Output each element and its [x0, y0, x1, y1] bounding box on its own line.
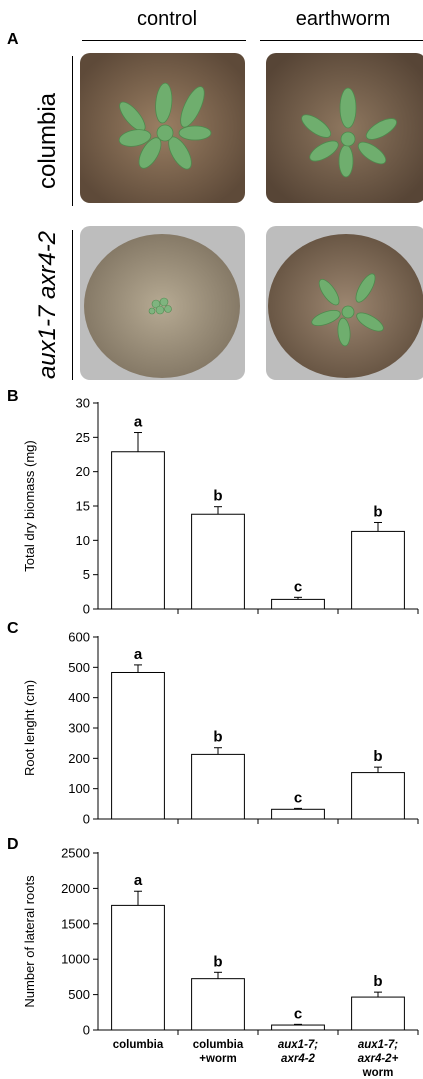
- photo-columbia-control: [80, 53, 245, 203]
- y-tick-label: 500: [68, 987, 90, 1002]
- y-tick-label: 20: [76, 464, 90, 479]
- y-tick-label: 300: [68, 721, 90, 736]
- category-label: aux1-7;: [358, 1039, 398, 1051]
- y-tick-label: 10: [76, 533, 90, 548]
- photo-columbia-earthworm: [266, 53, 423, 203]
- column-header-control: control: [136, 8, 198, 30]
- bar: [191, 513, 245, 610]
- panel-letter-d: D: [7, 836, 19, 853]
- y-axis-label: Number of lateral roots: [22, 875, 37, 1008]
- photo-aux-earthworm: [266, 226, 423, 380]
- y-tick-label: 500: [68, 660, 90, 675]
- biomass-bar-chart: 0 5 10 15 20 25 30 Total dry biomass (mg) a b c b: [22, 396, 419, 616]
- plant-rosette-large: [80, 53, 245, 203]
- significance-letter: c: [294, 578, 302, 595]
- bar: [271, 1024, 325, 1031]
- bar: [191, 753, 245, 820]
- significance-letter: b: [213, 488, 222, 505]
- y-axis-label: Total dry biomass (mg): [22, 440, 37, 571]
- bar: [111, 671, 165, 820]
- row-label-columbia: columbia: [34, 92, 61, 190]
- y-tick-label: 2000: [61, 881, 90, 896]
- column-header-earthworm: earthworm: [295, 8, 391, 30]
- plant-rosette-tiny: [80, 226, 245, 380]
- row-label-aux1-7-axr4-2: aux1-7 axr4-2: [34, 230, 61, 380]
- category-label: axr4-2: [281, 1053, 315, 1065]
- panel-letter-a: A: [7, 31, 19, 48]
- y-tick-label: 400: [68, 690, 90, 705]
- y-tick-label: 100: [68, 781, 90, 796]
- row-label-rule: [72, 56, 73, 206]
- panel-letter-c: C: [7, 620, 19, 637]
- bar: [271, 808, 325, 820]
- significance-letter: b: [373, 748, 382, 765]
- category-label: worm: [362, 1067, 394, 1079]
- bar: [351, 530, 405, 610]
- bar: [111, 904, 165, 1031]
- significance-letter: b: [373, 973, 382, 990]
- y-tick-label: 0: [83, 812, 90, 827]
- y-tick-label: 1000: [61, 952, 90, 967]
- bar: [191, 978, 245, 1031]
- category-label: aux1-7;: [278, 1039, 318, 1051]
- y-tick-label: 30: [76, 396, 90, 411]
- category-label: columbia: [193, 1039, 244, 1051]
- significance-letter: a: [134, 872, 143, 889]
- y-tick-label: 25: [76, 430, 90, 445]
- row-label-rule: [72, 230, 73, 380]
- panel-letter-b: B: [7, 388, 19, 405]
- bar: [351, 772, 405, 820]
- y-tick-label: 15: [76, 499, 90, 514]
- significance-letter: c: [294, 789, 302, 806]
- bar: [271, 598, 325, 610]
- category-label: +worm: [199, 1053, 236, 1065]
- y-tick-label: 600: [68, 630, 90, 645]
- bar: [111, 451, 165, 610]
- category-label: axr4-2+: [358, 1053, 399, 1065]
- bar: [351, 996, 405, 1031]
- significance-letter: a: [134, 414, 143, 431]
- category-label: columbia: [113, 1039, 164, 1051]
- significance-letter: b: [213, 729, 222, 746]
- y-axis-label: Root lenght (cm): [22, 680, 37, 776]
- photo-aux-control: [80, 226, 245, 380]
- y-tick-label: 2500: [61, 846, 90, 861]
- y-tick-label: 5: [83, 567, 90, 582]
- y-tick-label: 200: [68, 751, 90, 766]
- significance-letter: c: [294, 1005, 302, 1022]
- y-tick-label: 0: [83, 1023, 90, 1038]
- y-tick-label: 1500: [61, 916, 90, 931]
- root-length-bar-chart: 0 100 200 300 400 500 600 Root lenght (cm) a b c b: [22, 630, 419, 827]
- lateral-roots-bar-chart: 0 500 1000 1500 2000 2500 Number of lateral ro…: [22, 846, 419, 1079]
- significance-letter: b: [373, 503, 382, 520]
- significance-letter: b: [213, 953, 222, 970]
- column-header-rule: [82, 40, 246, 41]
- plant-rosette-large: [266, 53, 423, 203]
- y-tick-label: 0: [83, 602, 90, 616]
- plant-rosette-medium: [266, 226, 423, 380]
- significance-letter: a: [134, 646, 143, 663]
- column-header-rule: [260, 40, 423, 41]
